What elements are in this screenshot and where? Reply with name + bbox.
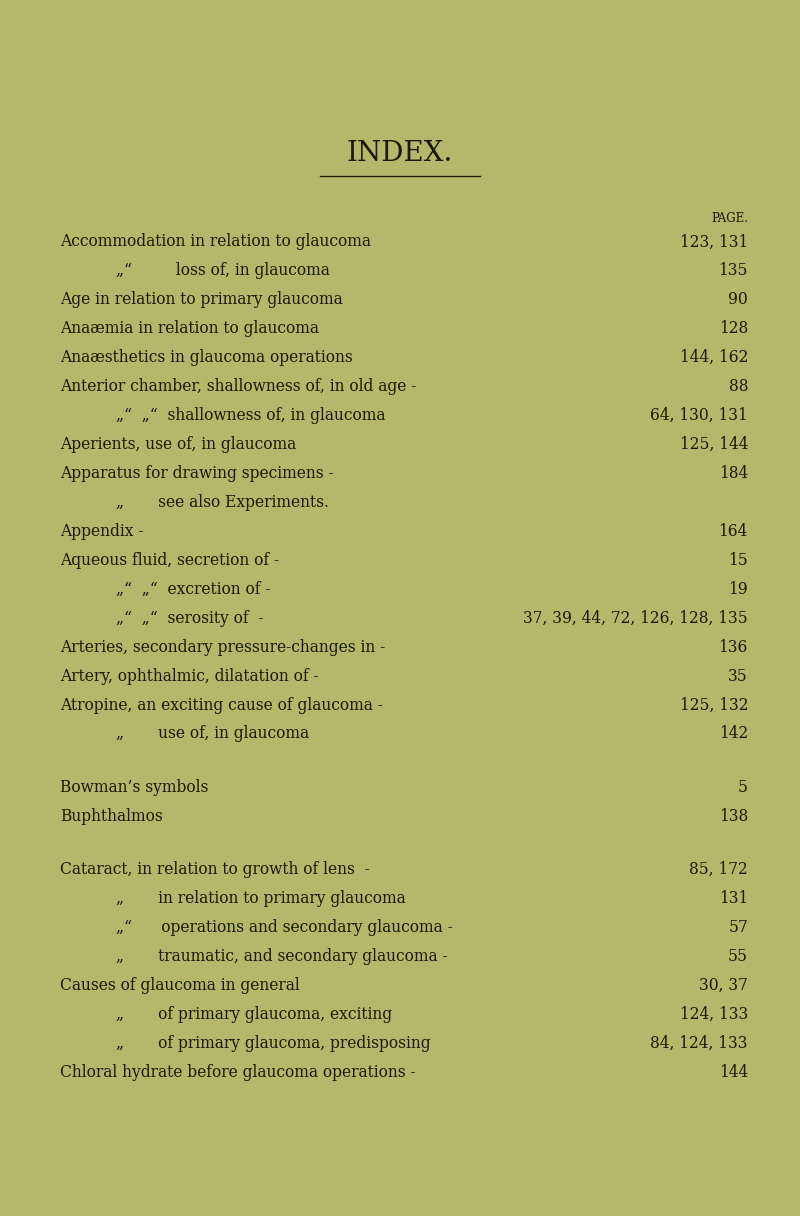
Text: 131: 131 [718,890,748,907]
Text: 85, 172: 85, 172 [690,861,748,878]
Text: Chloral hydrate before glaucoma operations -: Chloral hydrate before glaucoma operatio… [60,1064,416,1081]
Text: Aperients, use of, in glaucoma: Aperients, use of, in glaucoma [60,437,296,454]
Text: „“  „“  shallowness of, in glaucoma: „“ „“ shallowness of, in glaucoma [116,407,386,424]
Text: 64, 130, 131: 64, 130, 131 [650,407,748,424]
Text: Age in relation to primary glaucoma: Age in relation to primary glaucoma [60,292,342,309]
Text: 144, 162: 144, 162 [680,349,748,366]
Text: Accommodation in relation to glaucoma: Accommodation in relation to glaucoma [60,233,371,250]
Text: 123, 131: 123, 131 [680,233,748,250]
Text: Aqueous fluid, secretion of -: Aqueous fluid, secretion of - [60,552,279,569]
Text: INDEX.: INDEX. [347,140,453,167]
Text: PAGE.: PAGE. [711,212,748,225]
Text: Artery, ophthalmic, dilatation of -: Artery, ophthalmic, dilatation of - [60,668,318,685]
Text: 125, 144: 125, 144 [679,437,748,454]
Text: 164: 164 [718,523,748,540]
Text: „“         loss of, in glaucoma: „“ loss of, in glaucoma [116,263,330,280]
Text: 142: 142 [718,726,748,743]
Text: 128: 128 [718,320,748,337]
Text: Causes of glaucoma in general: Causes of glaucoma in general [60,976,300,993]
Text: 37, 39, 44, 72, 126, 128, 135: 37, 39, 44, 72, 126, 128, 135 [523,609,748,626]
Text: „       traumatic, and secondary glaucoma -: „ traumatic, and secondary glaucoma - [116,947,448,964]
Text: 57: 57 [728,919,748,936]
Text: Appendix -: Appendix - [60,523,143,540]
Text: „“  „“  excretion of -: „“ „“ excretion of - [116,581,270,598]
Text: 125, 132: 125, 132 [679,697,748,714]
Text: Anaæmia in relation to glaucoma: Anaæmia in relation to glaucoma [60,320,319,337]
Text: Anaæsthetics in glaucoma operations: Anaæsthetics in glaucoma operations [60,349,353,366]
Text: Cataract, in relation to growth of lens  -: Cataract, in relation to growth of lens … [60,861,370,878]
Text: 5: 5 [738,778,748,795]
Text: „       of primary glaucoma, exciting: „ of primary glaucoma, exciting [116,1006,392,1023]
Text: 135: 135 [718,263,748,280]
Text: 84, 124, 133: 84, 124, 133 [650,1035,748,1052]
Text: 136: 136 [718,638,748,655]
Text: Atropine, an exciting cause of glaucoma -: Atropine, an exciting cause of glaucoma … [60,697,383,714]
Text: „       of primary glaucoma, predisposing: „ of primary glaucoma, predisposing [116,1035,430,1052]
Text: 30, 37: 30, 37 [699,976,748,993]
Text: Buphthalmos: Buphthalmos [60,807,162,824]
Text: „       use of, in glaucoma: „ use of, in glaucoma [116,726,309,743]
Text: 35: 35 [728,668,748,685]
Text: Bowman’s symbols: Bowman’s symbols [60,778,208,795]
Text: „“  „“  serosity of  -: „“ „“ serosity of - [116,609,263,626]
Text: 124, 133: 124, 133 [680,1006,748,1023]
Text: 138: 138 [718,807,748,824]
Text: 144: 144 [718,1064,748,1081]
Text: Arteries, secondary pressure-changes in -: Arteries, secondary pressure-changes in … [60,638,386,655]
Text: 15: 15 [728,552,748,569]
Text: „       see also Experiments.: „ see also Experiments. [116,494,329,511]
Text: 88: 88 [729,378,748,395]
Text: Apparatus for drawing specimens -: Apparatus for drawing specimens - [60,465,334,482]
Text: 55: 55 [728,947,748,964]
Text: Anterior chamber, shallowness of, in old age -: Anterior chamber, shallowness of, in old… [60,378,416,395]
Text: 184: 184 [718,465,748,482]
Text: 19: 19 [728,581,748,598]
Text: 90: 90 [728,292,748,309]
Text: „“      operations and secondary glaucoma -: „“ operations and secondary glaucoma - [116,919,453,936]
Text: „       in relation to primary glaucoma: „ in relation to primary glaucoma [116,890,406,907]
